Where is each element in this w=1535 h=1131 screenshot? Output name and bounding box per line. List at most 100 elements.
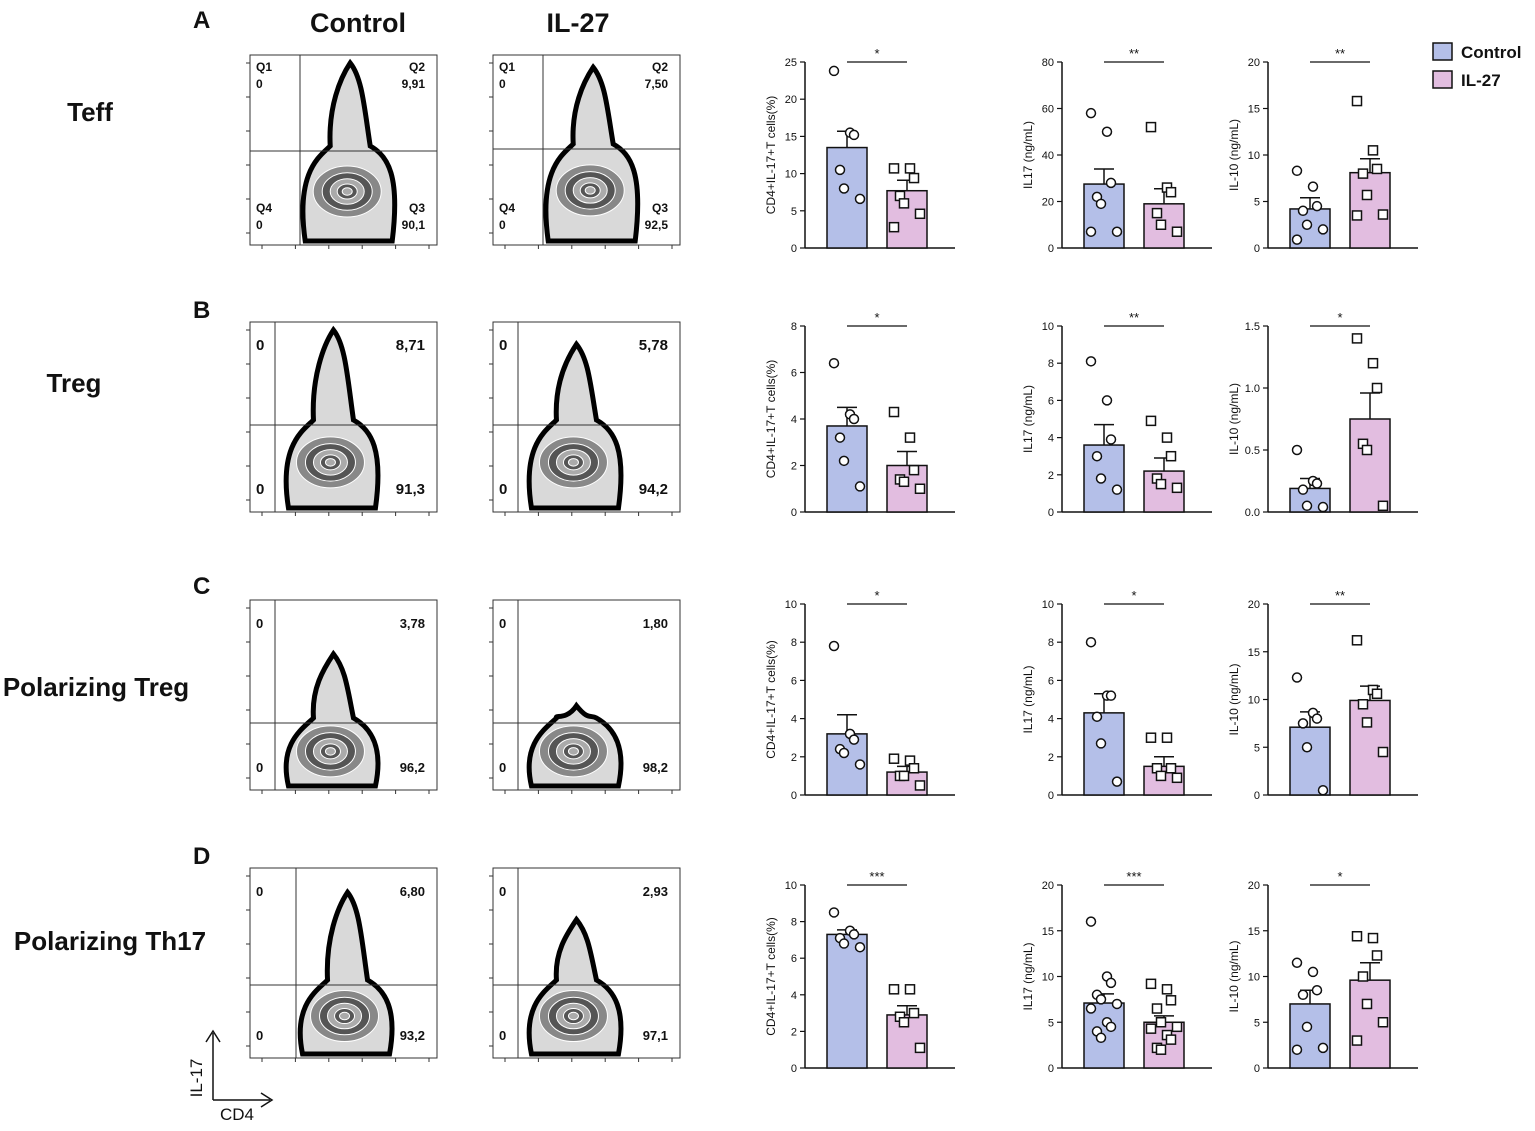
flow-q3-value: 97,1 xyxy=(643,1028,668,1043)
data-point-il27 xyxy=(1161,984,1173,995)
data-point-control xyxy=(854,941,866,953)
data-point-il27 xyxy=(1165,450,1177,462)
flow-plots: Q1 0 Q2 9,91 Q4 0 Q3 90,1 Q1 0 Q2 7,50 Q4 0 Q3 92,5 0 8,7… xyxy=(246,54,681,1062)
data-point-control xyxy=(1317,224,1329,235)
bar-chart-a-3: 0 5 10 15 20 IL-10 (ng/mL) ** xyxy=(1227,46,1418,255)
data-point-control xyxy=(828,907,840,918)
data-point-control xyxy=(1317,501,1329,513)
flow-q1-value: 0 xyxy=(256,337,264,354)
data-point-il27 xyxy=(1165,763,1177,774)
data-point-control xyxy=(1291,234,1303,245)
y-tick-label: 0 xyxy=(1254,1063,1260,1075)
y-tick-label: 10 xyxy=(1042,599,1054,611)
header-il27: IL-27 xyxy=(546,8,609,38)
flow-q2-value: 9,91 xyxy=(402,77,426,91)
y-tick-label: 10 xyxy=(1248,972,1260,984)
data-point-control xyxy=(854,481,866,492)
row-label-polarizing-th17: Polarizing Th17 xyxy=(14,926,206,956)
data-point-control xyxy=(1307,181,1319,192)
data-point-control xyxy=(1301,219,1313,230)
data-point-control xyxy=(1101,126,1113,137)
flow-q1-value: 0 xyxy=(499,337,507,354)
y-tick-label: 0 xyxy=(1048,1063,1054,1075)
data-point-control xyxy=(1105,177,1117,189)
data-point-il27 xyxy=(1145,121,1157,133)
data-point-control xyxy=(1291,444,1303,456)
y-tick-label: 15 xyxy=(1248,647,1260,659)
y-axis-label: IL17 (ng/mL) xyxy=(1021,121,1035,189)
flow-q3-value: 91,3 xyxy=(396,481,425,498)
data-point-control xyxy=(1297,484,1309,495)
data-point-control xyxy=(1111,484,1123,495)
y-tick-label: 10 xyxy=(785,599,797,611)
flow-q1-value: 0 xyxy=(256,616,263,631)
flow-plot-a-control: Q1 0 Q2 9,91 Q4 0 Q3 90,1 xyxy=(246,54,438,249)
y-axis-label: CD4+IL-17+T cells(%) xyxy=(764,640,778,759)
flow-q3-value: 98,2 xyxy=(643,760,668,775)
data-point-control xyxy=(1301,1021,1313,1033)
significance-mark: ** xyxy=(1335,46,1345,61)
panel-letter-a: A xyxy=(193,7,210,34)
row-label-teff: Teff xyxy=(67,97,113,127)
data-point-il27 xyxy=(1155,478,1167,490)
data-point-il27 xyxy=(908,464,920,476)
data-point-il27 xyxy=(1171,226,1183,237)
y-tick-label: 8 xyxy=(791,321,797,333)
data-point-control xyxy=(1291,1044,1303,1055)
significance-mark: ** xyxy=(1335,588,1345,603)
flow-q1-value: 0 xyxy=(256,77,263,91)
data-point-il27 xyxy=(888,221,900,233)
bar-chart-d-3: 0 5 10 15 20 IL-10 (ng/mL) * xyxy=(1227,869,1418,1075)
flow-density-contour xyxy=(567,1011,579,1021)
bar-il27 xyxy=(1349,699,1391,796)
data-point-control xyxy=(828,640,840,652)
data-point-il27 xyxy=(1155,219,1167,230)
y-tick-label: 8 xyxy=(791,637,797,649)
data-point-control xyxy=(1297,205,1309,217)
significance-mark: * xyxy=(1337,310,1342,325)
data-point-control xyxy=(848,413,860,425)
bar-control xyxy=(826,425,868,513)
data-point-il27 xyxy=(1371,382,1383,394)
data-point-il27 xyxy=(1165,186,1177,198)
data-point-il27 xyxy=(1361,717,1373,728)
data-point-control xyxy=(1095,994,1107,1005)
legend-swatch-il27 xyxy=(1432,70,1453,89)
data-point-il27 xyxy=(898,1017,910,1028)
y-tick-label: 0 xyxy=(791,507,797,519)
data-point-il27 xyxy=(1351,333,1363,344)
y-axis-label: CD4+IL-17+T cells(%) xyxy=(764,96,778,215)
bar-chart-c-3: 0 5 10 15 20 IL-10 (ng/mL) ** xyxy=(1227,588,1418,802)
y-axis-label: IL-10 (ng/mL) xyxy=(1227,383,1241,455)
flow-q2-value: 2,93 xyxy=(643,884,668,899)
data-point-il27 xyxy=(1361,444,1373,456)
flow-plot-c-il27: 0 1,80 0 98,2 xyxy=(489,599,681,794)
flow-q1-value: 0 xyxy=(499,884,506,899)
bar-chart-b-3: 0.0 0.5 1.0 1.5 IL-10 (ng/mL) * xyxy=(1227,310,1418,519)
data-point-il27 xyxy=(914,780,926,791)
flow-q4-value: 0 xyxy=(256,1028,263,1043)
flow-q1-value: 0 xyxy=(256,884,263,899)
flow-plot-c-control: 0 3,78 0 96,2 xyxy=(246,599,438,794)
y-tick-label: 10 xyxy=(785,169,797,181)
flow-q1-label: Q1 xyxy=(256,60,272,74)
flow-plot-d-control: 0 6,80 0 93,2 xyxy=(246,867,438,1062)
flow-plot-b-il27: 0 5,78 0 94,2 xyxy=(489,321,681,516)
data-point-il27 xyxy=(1165,995,1177,1006)
data-point-il27 xyxy=(1361,998,1373,1010)
y-tick-label: 2 xyxy=(1048,752,1054,764)
data-point-il27 xyxy=(888,984,900,995)
significance-mark: * xyxy=(1131,588,1136,603)
flow-y-axis-label: IL-17 xyxy=(187,1059,206,1098)
data-point-control xyxy=(1111,998,1123,1010)
flow-density-contour xyxy=(324,458,336,467)
y-axis-label: CD4+IL-17+T cells(%) xyxy=(764,360,778,479)
bar-chart-a-2: 0 20 40 60 80 IL17 (ng/mL) ** xyxy=(1021,46,1212,255)
data-point-control xyxy=(1085,636,1097,648)
data-point-il27 xyxy=(1351,1035,1363,1046)
flow-axis-indicator: IL-17 CD4 xyxy=(187,1029,274,1124)
y-tick-label: 4 xyxy=(1048,714,1054,726)
y-axis-label: IL17 (ng/mL) xyxy=(1021,385,1035,453)
data-point-il27 xyxy=(914,483,926,494)
